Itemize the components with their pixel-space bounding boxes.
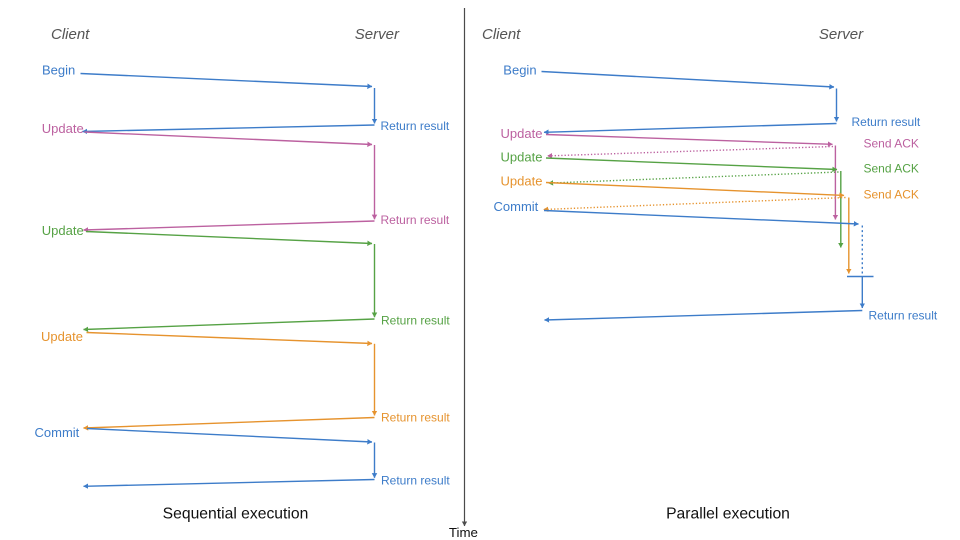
svg-text:Parallel execution: Parallel execution <box>666 506 790 523</box>
svg-text:Update: Update <box>42 121 84 136</box>
svg-text:Update: Update <box>501 149 543 164</box>
svg-text:Commit: Commit <box>494 199 539 214</box>
svg-text:Return result: Return result <box>381 474 450 488</box>
svg-text:Send ACK: Send ACK <box>864 162 919 176</box>
svg-text:Sequential execution: Sequential execution <box>163 506 309 523</box>
svg-text:Update: Update <box>501 174 543 189</box>
svg-text:Send ACK: Send ACK <box>864 136 919 150</box>
svg-text:Return result: Return result <box>381 411 450 425</box>
svg-text:Return result: Return result <box>869 309 938 323</box>
svg-text:Return result: Return result <box>381 119 450 133</box>
svg-text:Return result: Return result <box>381 213 450 227</box>
svg-text:Send ACK: Send ACK <box>864 187 919 201</box>
svg-text:Client: Client <box>482 26 521 43</box>
svg-text:Update: Update <box>42 223 84 238</box>
svg-text:Server: Server <box>355 26 400 43</box>
svg-text:Update: Update <box>501 126 543 141</box>
svg-text:Begin: Begin <box>42 63 75 78</box>
svg-text:Time: Time <box>449 525 478 540</box>
svg-text:Client: Client <box>51 26 90 43</box>
svg-text:Server: Server <box>819 26 864 43</box>
svg-text:Return result: Return result <box>381 314 450 328</box>
svg-text:Update: Update <box>41 329 83 344</box>
svg-text:Commit: Commit <box>35 425 80 440</box>
svg-text:Return result: Return result <box>852 115 921 129</box>
svg-text:Begin: Begin <box>503 63 536 78</box>
